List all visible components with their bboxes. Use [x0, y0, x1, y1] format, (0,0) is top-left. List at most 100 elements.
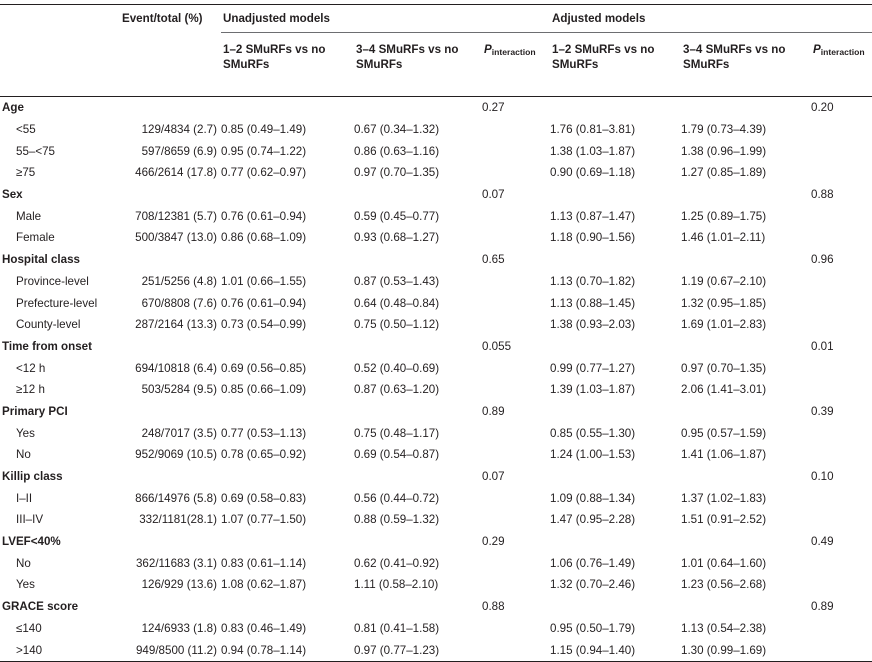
event-total-cell: 670/8808 (7.6) [141, 296, 217, 310]
adj-12-vs-none-cell: 1.15 (0.94–1.40) [550, 639, 681, 662]
unadj-34-vs-none-cell: 0.67 (0.34–1.32) [354, 123, 440, 137]
group-unadj-12-blank [221, 596, 354, 618]
group-adj-12-blank [550, 596, 681, 618]
group-label: GRACE score [2, 600, 79, 614]
adj-34-vs-none-cell: 1.37 (1.02–1.83) [681, 491, 767, 505]
table-row: ≤140 124/6933 (1.8) 0.83 (0.46–1.49) 0.81 (… [0, 618, 872, 640]
unadj-12-vs-none-cell: 1.01 (0.66–1.55) [221, 274, 307, 288]
unadj-p-blank [482, 292, 550, 314]
adj-12-vs-none-cell: 1.38 (1.03–1.87) [550, 144, 636, 158]
event-total-cell: 694/10818 (6.4) [135, 361, 217, 375]
group-adj-p-interaction: 0.88 [811, 188, 834, 202]
unadj-12-vs-none-cell: 0.77 (0.53–1.13) [221, 426, 307, 440]
group-adj-34-blank [681, 335, 811, 357]
group-label: Primary PCI [2, 404, 68, 418]
event-total-cell: 287/2164 (13.3) [135, 318, 217, 332]
adj-12-vs-none-cell: 0.99 (0.77–1.27) [550, 361, 636, 375]
subgroup-label: No [16, 556, 31, 570]
header-adj-34-line2: SMuRFs [683, 58, 730, 71]
adj-34-vs-none-cell: 0.97 (0.70–1.35) [681, 361, 767, 375]
header-adj-34-line1: 3–4 SMuRFs vs no [683, 43, 786, 56]
table-row: ≥12 h 503/5284 (9.5) 0.85 (0.66–1.09) 0.87 … [0, 379, 872, 401]
group-event-blank [120, 335, 221, 357]
adj-12-vs-none-cell: 1.24 (1.00–1.53) [550, 448, 636, 462]
table-header: Event/total (%) Unadjusted models Adjust… [0, 4, 872, 97]
unadj-34-vs-none-cell: 0.75 (0.50–1.12) [354, 318, 440, 332]
subgroup-label: County-level [16, 318, 81, 332]
group-adj-12-blank [550, 466, 681, 488]
event-total-cell: 124/6933 (1.8) [141, 621, 217, 635]
subgroup-label: No [16, 448, 31, 462]
group-label: Sex [2, 188, 23, 202]
table-row: Male 708/12381 (5.7) 0.76 (0.61–0.94) 0.59 … [0, 206, 872, 228]
unadj-12-vs-none-cell: 0.83 (0.46–1.49) [221, 621, 307, 635]
group-unadj-12-blank [221, 97, 354, 119]
group-adj-12-blank [550, 531, 681, 553]
unadj-34-vs-none-cell: 0.88 (0.59–1.32) [354, 513, 440, 527]
p-symbol: P [484, 43, 492, 56]
unadj-12-vs-none-cell: 0.94 (0.78–1.14) [221, 639, 354, 662]
group-adj-34-blank [681, 401, 811, 423]
adj-34-vs-none-cell: 1.30 (0.99–1.69) [681, 639, 811, 662]
group-adj-34-blank [681, 531, 811, 553]
adj-12-vs-none-cell: 1.13 (0.70–1.82) [550, 274, 636, 288]
subgroup-label: I–II [16, 491, 33, 505]
header-adjusted-models: Adjusted models [550, 4, 872, 33]
subgroup-label: ≥12 h [16, 383, 45, 397]
adj-34-vs-none-cell: 1.41 (1.06–1.87) [681, 448, 767, 462]
group-adj-p-interaction: 0.49 [811, 535, 834, 549]
group-adj-34-blank [681, 97, 811, 119]
event-total-cell: 129/4834 (2.7) [141, 123, 217, 137]
group-row: GRACE score 0.88 0.89 [0, 596, 872, 618]
table-row: III–IV 332/1181(28.1) 1.07 (0.77–1.50) 0.88… [0, 509, 872, 531]
adj-p-blank [811, 553, 872, 575]
group-row: Age 0.27 0.20 [0, 97, 872, 119]
group-adj-12-blank [550, 401, 681, 423]
adj-p-blank [811, 206, 872, 228]
group-unadj-12-blank [221, 184, 354, 206]
subgroup-label: Prefecture-level [16, 296, 98, 310]
unadj-p-blank [482, 140, 550, 162]
group-event-blank [120, 249, 221, 271]
unadj-12-vs-none-cell: 0.85 (0.66–1.09) [221, 383, 307, 397]
event-total-cell: 251/5256 (4.8) [141, 274, 217, 288]
group-unadj-34-blank [354, 249, 482, 271]
group-adj-p-interaction: 0.20 [811, 101, 834, 115]
unadj-12-vs-none-cell: 0.69 (0.58–0.83) [221, 491, 307, 505]
event-total-cell: 466/2614 (17.8) [135, 166, 217, 180]
subgroup-label: <12 h [16, 361, 46, 375]
event-total-cell: 503/5284 (9.5) [141, 383, 217, 397]
group-event-blank [120, 531, 221, 553]
adj-12-vs-none-cell: 0.90 (0.69–1.18) [550, 166, 636, 180]
unadj-34-vs-none-cell: 0.75 (0.48–1.17) [354, 426, 440, 440]
group-unadj-p-interaction: 0.65 [482, 253, 505, 267]
unadj-p-blank [482, 379, 550, 401]
group-adj-p-interaction: 0.10 [811, 470, 834, 484]
header-adj-34: 3–4 SMuRFs vs no SMuRFs [681, 32, 811, 97]
adj-p-blank [811, 379, 872, 401]
adj-p-blank [811, 639, 872, 662]
unadj-34-vs-none-cell: 0.97 (0.77–1.23) [354, 639, 482, 662]
adj-12-vs-none-cell: 1.09 (0.88–1.34) [550, 491, 636, 505]
group-event-blank [120, 466, 221, 488]
subgroup-label: ≤140 [16, 621, 42, 635]
group-label: Age [2, 101, 24, 115]
adj-34-vs-none-cell: 1.38 (0.96–1.99) [681, 144, 767, 158]
unadj-34-vs-none-cell: 0.81 (0.41–1.58) [354, 621, 440, 635]
adj-12-vs-none-cell: 1.13 (0.88–1.45) [550, 296, 636, 310]
unadj-p-blank [482, 162, 550, 184]
adj-p-blank [811, 227, 872, 249]
group-unadj-12-blank [221, 249, 354, 271]
unadj-12-vs-none-cell: 0.76 (0.61–0.94) [221, 209, 307, 223]
table-row: No 952/9069 (10.5) 0.78 (0.65–0.92) 0.69 (0… [0, 444, 872, 466]
event-total-cell: 708/12381 (5.7) [135, 209, 217, 223]
table-row: Yes 248/7017 (3.5) 0.77 (0.53–1.13) 0.75 (0… [0, 422, 872, 444]
group-event-blank [120, 401, 221, 423]
adj-34-vs-none-cell: 1.79 (0.73–4.39) [681, 123, 767, 137]
group-unadj-34-blank [354, 335, 482, 357]
group-adj-12-blank [550, 335, 681, 357]
header-unadj-p-interaction: Pinteraction [482, 32, 550, 97]
group-unadj-p-interaction: 0.07 [482, 188, 505, 202]
table-row: ≥75 466/2614 (17.8) 0.77 (0.62–0.97) 0.97 (… [0, 162, 872, 184]
table-row: I–II 866/14976 (5.8) 0.69 (0.58–0.83) 0.56 … [0, 487, 872, 509]
